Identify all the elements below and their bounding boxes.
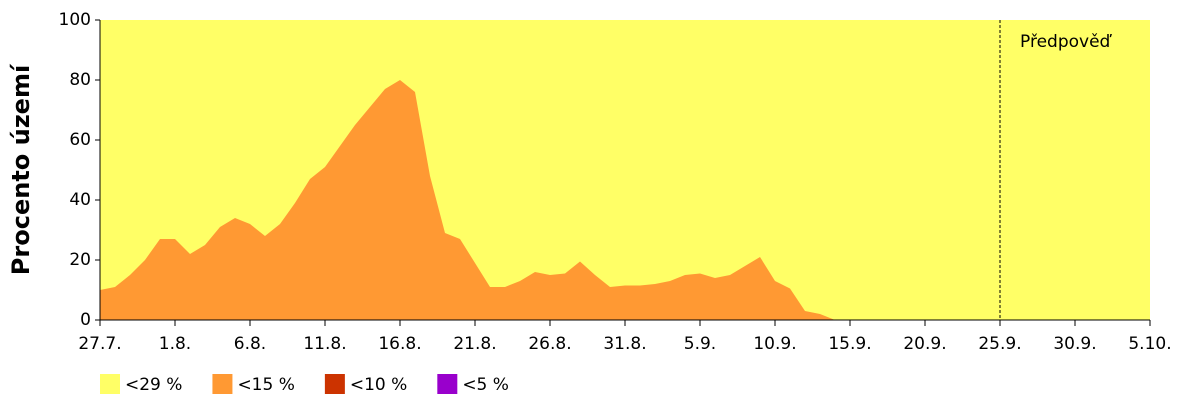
x-tick-label: 20.9. <box>903 334 946 354</box>
y-tick-label: 100 <box>59 10 91 30</box>
x-tick-label: 21.8. <box>453 334 496 354</box>
y-tick-label: 80 <box>69 70 91 90</box>
x-tick-label: 6.8. <box>234 334 266 354</box>
area <box>100 80 1150 320</box>
legend-label: <10 % <box>350 375 407 395</box>
x-tick-label: 10.9. <box>753 334 796 354</box>
x-tick-label: 25.9. <box>978 334 1021 354</box>
annotation: Předpověď <box>1020 32 1113 52</box>
x-tick-label: 11.8. <box>303 334 346 354</box>
legend-label: <29 % <box>125 375 182 395</box>
x-tick-label: 31.8. <box>603 334 646 354</box>
y-tick-label: 40 <box>69 190 91 210</box>
y-axis-label: Procento území <box>7 63 35 275</box>
x-tick-label: 5.10. <box>1128 334 1171 354</box>
y-tick-label: 0 <box>80 310 91 330</box>
legend-swatch <box>437 374 458 394</box>
x-tick-label: 1.8. <box>159 334 191 354</box>
legend-label: <15 % <box>237 375 294 395</box>
legend-swatch <box>212 374 233 394</box>
x-tick-label: 5.9. <box>684 334 716 354</box>
x-tick-label: 30.9. <box>1053 334 1096 354</box>
legend-swatch <box>100 374 120 394</box>
legend-swatch <box>324 374 345 394</box>
x-tick-label: 26.8. <box>528 334 571 354</box>
x-tick-label: 15.9. <box>828 334 871 354</box>
x-tick-label: 16.8. <box>378 334 421 354</box>
y-tick-label: 20 <box>69 250 91 270</box>
legend-label: <5 % <box>462 375 509 395</box>
y-tick-label: 60 <box>69 130 91 150</box>
x-tick-label: 27.7. <box>78 334 121 354</box>
